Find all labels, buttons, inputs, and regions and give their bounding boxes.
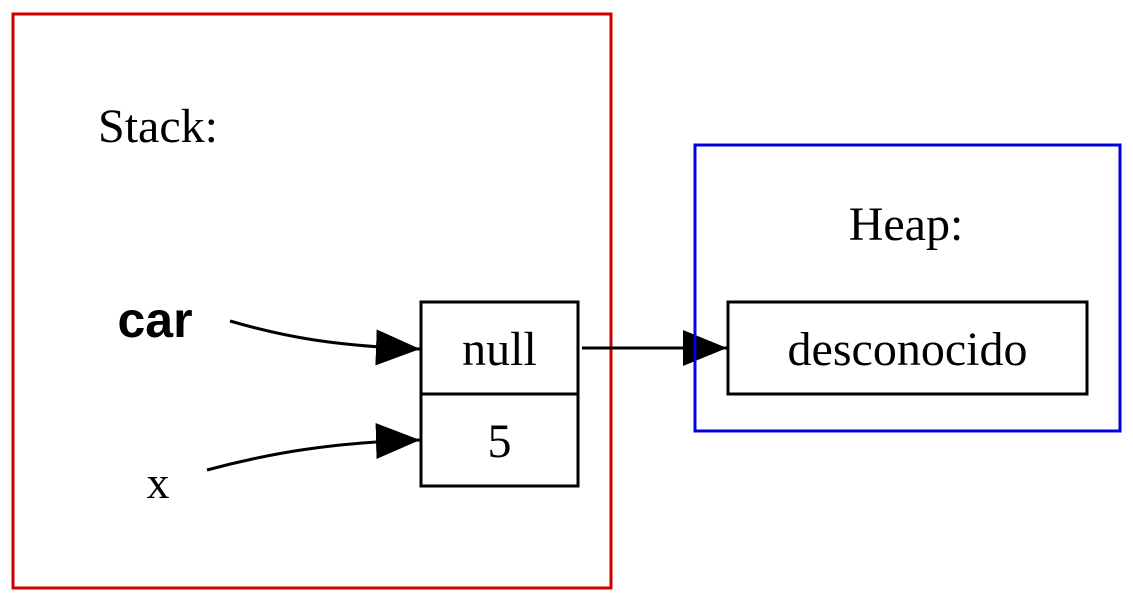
heap-frame [693,143,1122,433]
stack-title: Stack: [98,100,218,153]
variable-label-car: car [117,292,192,348]
cell-box [419,392,580,488]
variable-label-x: x [147,457,170,508]
cell-value: 5 [488,415,512,468]
arrow-x-to-5 [206,423,421,472]
stack-cluster: Stack: car x null 5 [11,12,613,590]
object-box [726,300,1089,396]
heap-object: desconocido [726,300,1089,396]
heap-title: Heap: [849,198,964,251]
stack-frame [11,12,613,590]
stack-cell-5: 5 [419,392,580,488]
object-value: desconocido [788,323,1028,376]
cell-value: null [462,323,537,376]
arrow-car-to-null [229,319,421,366]
stack-cell-null: null [419,300,580,396]
heap-cluster: Heap: desconocido [693,143,1122,433]
